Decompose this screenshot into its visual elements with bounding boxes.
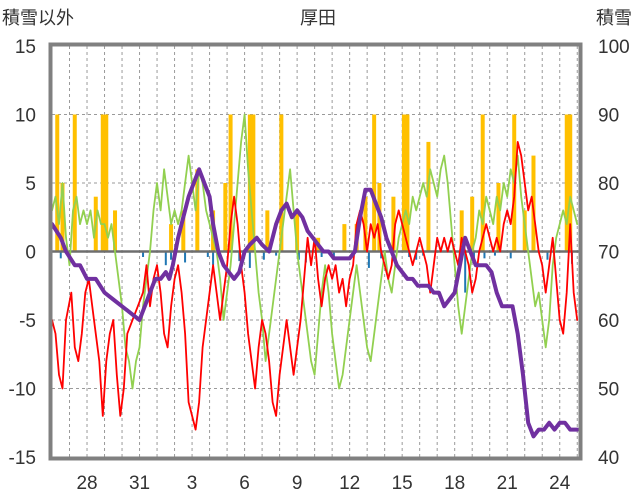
precip-bar	[459, 210, 464, 252]
x-tick-label: 28	[76, 473, 97, 494]
snowfall-bar	[164, 251, 167, 266]
x-tick-label: 21	[497, 473, 518, 494]
precip-bar	[496, 183, 501, 252]
precip-bar	[251, 114, 256, 252]
precip-bar	[169, 224, 174, 252]
snowfall-bar	[493, 251, 496, 256]
precip-bar	[568, 114, 573, 252]
precip-bar	[100, 114, 105, 252]
precip-bar	[228, 114, 233, 252]
snowfall-bar	[142, 251, 145, 257]
x-tick-label: 31	[129, 473, 150, 494]
precip-bar	[265, 210, 270, 252]
precip-bar	[279, 114, 284, 252]
precip-bar	[223, 183, 228, 252]
y-right-tick-label: 40	[598, 448, 619, 469]
y-right-tick-label: 60	[598, 311, 619, 332]
precip-bar	[60, 183, 65, 252]
plot-frame	[48, 42, 583, 461]
snowfall-bar	[184, 251, 187, 263]
precip-bar	[195, 169, 200, 252]
left-axis-label: 積雪以外	[2, 8, 74, 28]
y-left-tick-label: 5	[25, 174, 36, 195]
precip-bar	[564, 114, 569, 252]
x-tick-label: 6	[239, 473, 250, 494]
precip-bar	[372, 114, 377, 252]
y-right-tick-label: 100	[598, 37, 630, 58]
y-right-tick-label: 50	[598, 380, 619, 401]
y-left-tick-label: -10	[9, 380, 36, 401]
y-left-tick-label: -5	[19, 311, 36, 332]
x-tick-label: 18	[444, 473, 465, 494]
precip-bar	[113, 210, 118, 252]
y-right-tick-label: 70	[598, 243, 619, 264]
precip-bar	[480, 114, 485, 252]
snowfall-bar	[297, 251, 300, 260]
right-axis-label: 積雪	[596, 8, 632, 28]
precip-bar	[426, 141, 431, 252]
snowfall-bar	[367, 251, 370, 268]
snowfall-bar	[464, 251, 467, 293]
series-layer	[50, 113, 580, 439]
precip-bar	[55, 114, 60, 252]
snowfall-bar	[275, 251, 278, 256]
snowfall-bar	[238, 251, 241, 262]
precip-bar	[72, 114, 77, 252]
x-tick-label: 24	[549, 473, 571, 494]
snowfall-bar	[248, 251, 251, 268]
x-tick-label: 12	[339, 473, 360, 494]
x-tick-label: 3	[187, 473, 198, 494]
precip-bar	[405, 114, 410, 252]
precip-bar	[391, 196, 396, 252]
snowfall-bar	[59, 251, 62, 259]
snowfall-bar	[320, 251, 323, 257]
y-left-tick-label: 10	[15, 106, 36, 127]
snowfall-bar	[483, 251, 486, 259]
y-left-tick-label: 0	[25, 243, 36, 264]
precip-bar	[342, 224, 347, 252]
snowfall-bar	[509, 251, 512, 259]
snowfall-bar	[262, 251, 265, 260]
series-line	[51, 113, 579, 390]
snowfall-bar	[332, 251, 335, 259]
series-line	[51, 141, 579, 431]
precip-bar	[470, 196, 475, 252]
precip-bar	[363, 196, 368, 252]
precip-bar	[295, 210, 300, 252]
y-left-tick-label: -15	[9, 448, 36, 469]
snowfall-bar	[415, 251, 418, 260]
y-left-tick-label: 15	[15, 37, 36, 58]
x-tick-label: 9	[292, 473, 303, 494]
snowfall-bar	[546, 251, 549, 260]
snowfall-bar	[212, 251, 215, 266]
snowfall-bar	[170, 251, 173, 260]
snowfall-bar	[206, 251, 209, 257]
x-tick-label: 15	[392, 473, 413, 494]
precip-bar	[181, 210, 186, 252]
chart-title: 厚田	[300, 8, 336, 28]
y-right-tick-label: 90	[598, 106, 619, 127]
precip-bar	[104, 114, 109, 252]
series-line	[50, 167, 580, 439]
y-right-tick-label: 80	[598, 174, 619, 195]
precip-bar	[401, 114, 406, 252]
